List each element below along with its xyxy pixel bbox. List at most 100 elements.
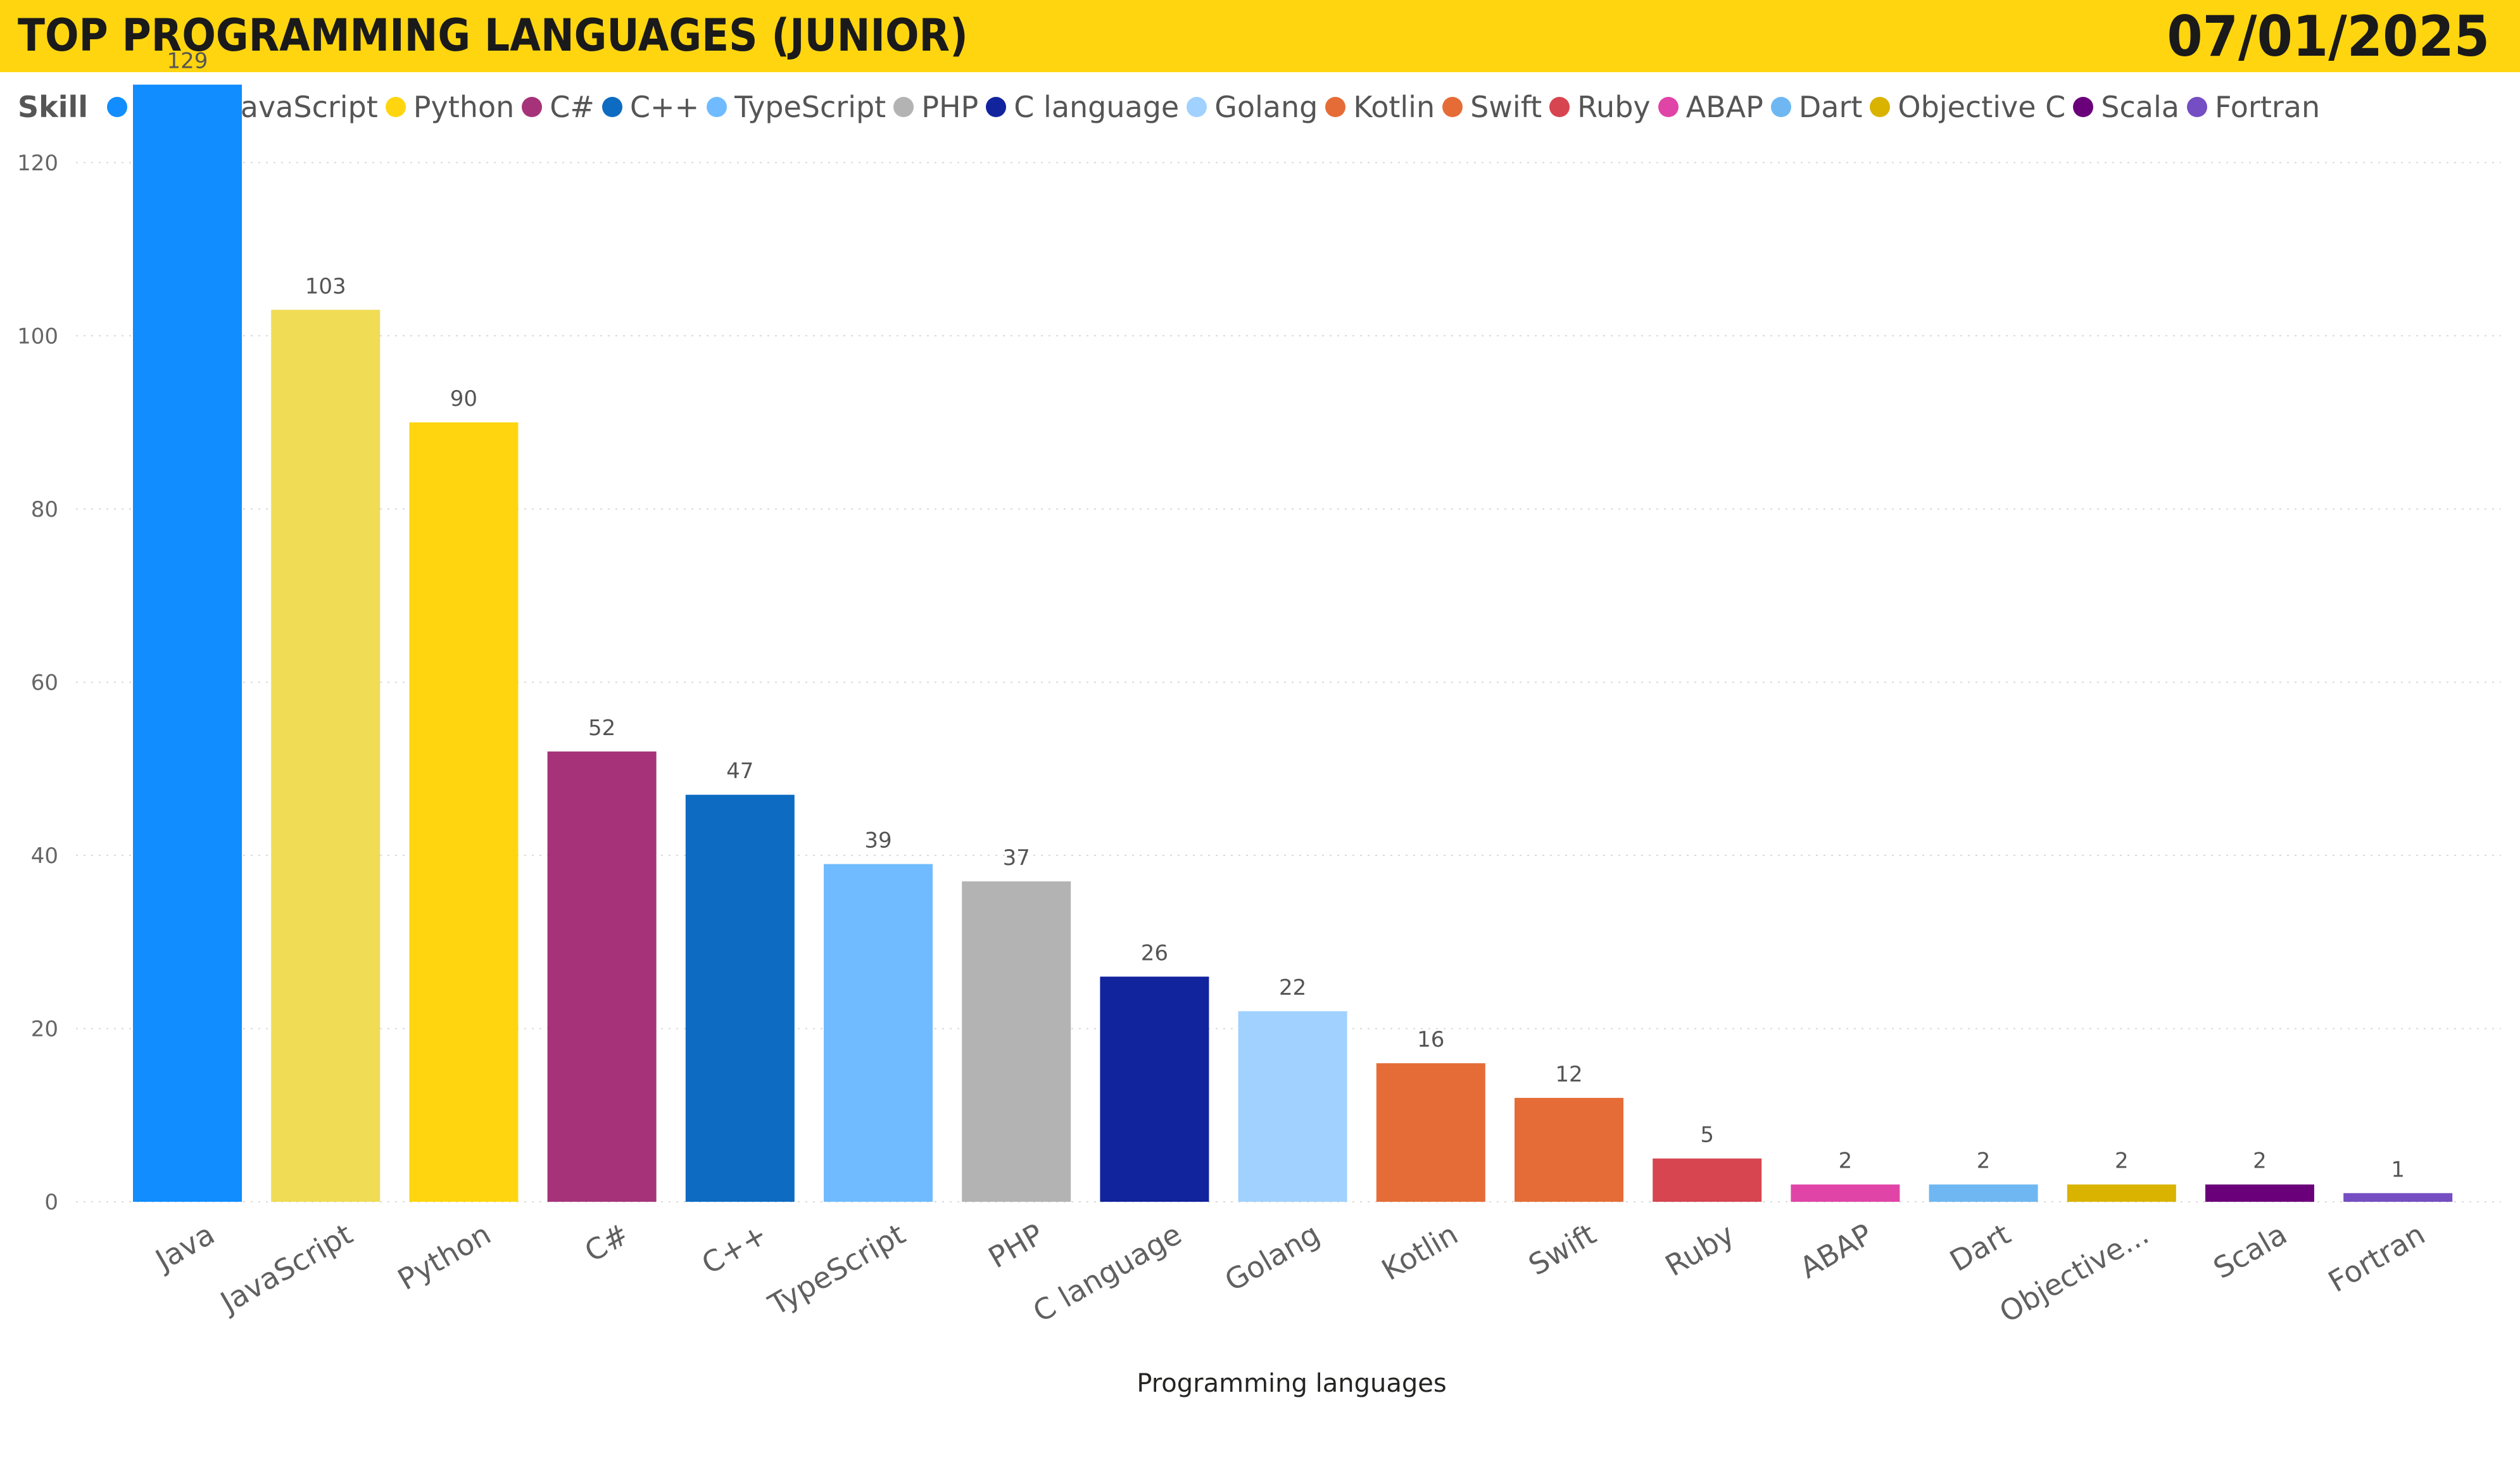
bar-objective-c[interactable]	[2067, 1184, 2176, 1202]
legend-label: Swift	[1470, 90, 1542, 124]
bar-c[interactable]	[547, 751, 657, 1202]
legend-item-abap[interactable]: ABAP	[1658, 90, 1763, 124]
data-label: 2	[2115, 1149, 2129, 1174]
bar-java[interactable]	[133, 84, 242, 1202]
x-tick-label: ABAP	[1794, 1217, 1878, 1285]
x-tick-label: JavaScript	[213, 1217, 358, 1321]
legend-item-typescript[interactable]: TypeScript	[707, 90, 886, 124]
data-label: 39	[864, 828, 891, 854]
legend-item-c[interactable]: C#	[522, 90, 595, 124]
legend-item-swift[interactable]: Swift	[1442, 90, 1542, 124]
bar-scala[interactable]	[2205, 1184, 2314, 1202]
legend-item-kotlin[interactable]: Kotlin	[1325, 90, 1435, 124]
legend-item-python[interactable]: Python	[385, 90, 515, 124]
legend-label: Objective C	[1898, 90, 2066, 124]
bar-c[interactable]	[685, 795, 795, 1202]
data-label: 5	[1700, 1123, 1714, 1148]
y-tick-label: 40	[31, 843, 58, 869]
legend-dot-icon	[707, 97, 728, 117]
x-tick-label: Objective...	[1994, 1217, 2155, 1330]
legend-item-c-language[interactable]: C language	[986, 90, 1179, 124]
data-label: 52	[588, 716, 615, 741]
bar-c-language[interactable]	[1100, 976, 1209, 1202]
data-label: 1	[2391, 1157, 2405, 1182]
data-label: 2	[1839, 1149, 1853, 1174]
x-tick-label: C++	[696, 1217, 773, 1281]
legend-label: C#	[550, 90, 595, 124]
legend-label: Python	[413, 90, 515, 124]
legend-dot-icon	[602, 97, 622, 117]
legend-item-fortran[interactable]: Fortran	[2186, 90, 2321, 124]
x-tick-label: Java	[148, 1217, 220, 1278]
bar-python[interactable]	[409, 422, 519, 1202]
bars	[133, 84, 2453, 1202]
legend-label: C language	[1014, 90, 1180, 124]
legend-dot-icon	[893, 97, 914, 117]
bar-dart[interactable]	[1929, 1184, 2038, 1202]
legend-item-c[interactable]: C++	[602, 90, 699, 124]
data-label: 2	[1977, 1149, 1991, 1174]
data-label: 47	[726, 759, 753, 784]
x-tick-label: PHP	[983, 1217, 1049, 1275]
y-tick-label: 100	[17, 324, 58, 349]
legend-dot-icon	[1870, 97, 1891, 117]
legend-label: Fortran	[2214, 90, 2321, 124]
bar-swift[interactable]	[1515, 1097, 1623, 1202]
legend-label: Kotlin	[1353, 90, 1435, 124]
legend-dot-icon	[1442, 97, 1463, 117]
bar-ruby[interactable]	[1653, 1158, 1762, 1202]
x-tick-label: TypeScript	[762, 1217, 911, 1323]
bar-abap[interactable]	[1791, 1184, 1900, 1202]
data-label: 2	[2253, 1149, 2267, 1174]
legend-label: Ruby	[1577, 90, 1651, 124]
y-tick-label: 80	[31, 497, 58, 522]
legend-dot-icon	[385, 97, 406, 117]
legend-dot-icon	[2073, 97, 2094, 117]
y-tick-label: 120	[17, 151, 58, 176]
page-title: TOP PROGRAMMING LANGUAGES (JUNIOR)	[18, 9, 968, 61]
x-tick-label: Fortran	[2322, 1217, 2431, 1299]
bar-javascript[interactable]	[271, 310, 381, 1202]
y-tick-label: 20	[31, 1016, 58, 1042]
bar-php[interactable]	[962, 881, 1071, 1202]
x-tick-label: Scala	[2208, 1217, 2293, 1286]
legend-dot-icon	[1770, 97, 1791, 117]
data-label: 37	[1003, 845, 1030, 871]
report-date: 07/01/2025	[2167, 4, 2490, 69]
data-label: 12	[1555, 1062, 1582, 1087]
legend-dot-icon	[1187, 97, 1207, 117]
x-tick-label: Kotlin	[1376, 1217, 1464, 1287]
legend-title: Skill	[18, 90, 89, 124]
legend-label: TypeScript	[734, 90, 886, 124]
legend-dot-icon	[522, 97, 543, 117]
legend-label: ABAP	[1685, 90, 1763, 124]
legend-dot-icon	[986, 97, 1007, 117]
bar-golang[interactable]	[1238, 1011, 1347, 1202]
x-tick-label: C language	[1027, 1217, 1187, 1329]
legend-item-dart[interactable]: Dart	[1770, 90, 1862, 124]
legend-item-php[interactable]: PHP	[893, 90, 978, 124]
legend-item-scala[interactable]: Scala	[2073, 90, 2179, 124]
bar-fortran[interactable]	[2343, 1193, 2453, 1202]
bar-kotlin[interactable]	[1376, 1063, 1485, 1202]
legend-dot-icon	[2186, 97, 2207, 117]
y-tick-label: 0	[44, 1190, 58, 1215]
data-label: 26	[1141, 940, 1168, 966]
legend-label: PHP	[921, 90, 979, 124]
y-axis-ticks: 0 20 40 60 80 100 120	[17, 151, 58, 1215]
legend-dot-icon	[1658, 97, 1679, 117]
bar-typescript[interactable]	[824, 864, 933, 1202]
x-tick-label: Python	[392, 1217, 496, 1297]
legend-dot-icon	[1549, 97, 1570, 117]
legend-label: Scala	[2101, 90, 2179, 124]
legend-item-objective-c[interactable]: Objective C	[1870, 90, 2065, 124]
data-label: 129	[167, 49, 208, 74]
legend-item-ruby[interactable]: Ruby	[1549, 90, 1651, 124]
chart-legend[interactable]: Skill JavaJavaScriptPythonC#C++TypeScrip…	[18, 84, 2328, 130]
data-label: 22	[1279, 975, 1306, 1000]
legend-item-golang[interactable]: Golang	[1187, 90, 1318, 124]
x-tick-label: Golang	[1219, 1217, 1325, 1298]
data-label: 16	[1417, 1027, 1444, 1052]
